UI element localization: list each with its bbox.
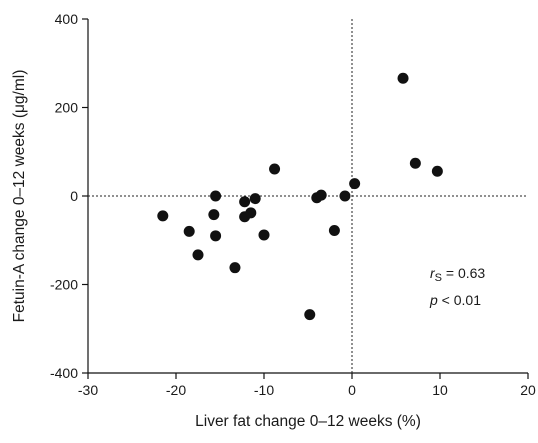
data-point (210, 190, 222, 202)
data-point (315, 189, 327, 201)
x-tick-label: 10 (432, 382, 448, 398)
data-points (157, 72, 443, 321)
data-point (157, 210, 169, 222)
p-value-annotation: p < 0.01 (429, 292, 481, 308)
data-point (245, 207, 257, 219)
p-symbol: p (429, 292, 438, 308)
x-tick-label: -10 (254, 382, 274, 398)
x-tick-label: -30 (78, 382, 98, 398)
data-point (328, 225, 340, 237)
x-tick-label: 0 (348, 382, 356, 398)
r-subscript: S (435, 272, 442, 284)
r-value: = 0.63 (442, 265, 485, 281)
y-axis-title: Fetuin-A change 0–12 weeks (μg/ml) (11, 70, 28, 323)
data-point (239, 196, 251, 208)
x-ticks: -30 -20 -10 0 10 20 (78, 373, 536, 398)
data-point (192, 249, 204, 261)
x-axis-title: Liver fat change 0–12 weeks (%) (195, 413, 421, 430)
data-point (229, 262, 241, 274)
y-tick-label: 400 (55, 11, 79, 27)
data-point (349, 178, 361, 190)
data-point (431, 165, 443, 177)
data-point (210, 230, 222, 242)
data-point (269, 163, 281, 175)
data-point (183, 225, 195, 237)
y-tick-label: 0 (70, 188, 78, 204)
y-tick-label: 200 (55, 100, 79, 116)
y-ticks: -400 -200 0 200 400 (50, 11, 88, 381)
y-tick-label: -200 (50, 277, 78, 293)
data-point (249, 193, 261, 205)
reference-lines (88, 19, 528, 373)
data-point (258, 229, 270, 241)
data-point (397, 72, 409, 84)
x-tick-label: -20 (166, 382, 186, 398)
data-point (304, 309, 316, 321)
data-point (339, 190, 351, 202)
r-symbol: r (430, 265, 436, 281)
p-value: < 0.01 (438, 292, 481, 308)
correlation-annotation: rS = 0.63 (430, 265, 485, 284)
y-tick-label: -400 (50, 365, 78, 381)
data-point (409, 157, 421, 169)
x-tick-label: 20 (520, 382, 536, 398)
data-point (208, 209, 220, 221)
